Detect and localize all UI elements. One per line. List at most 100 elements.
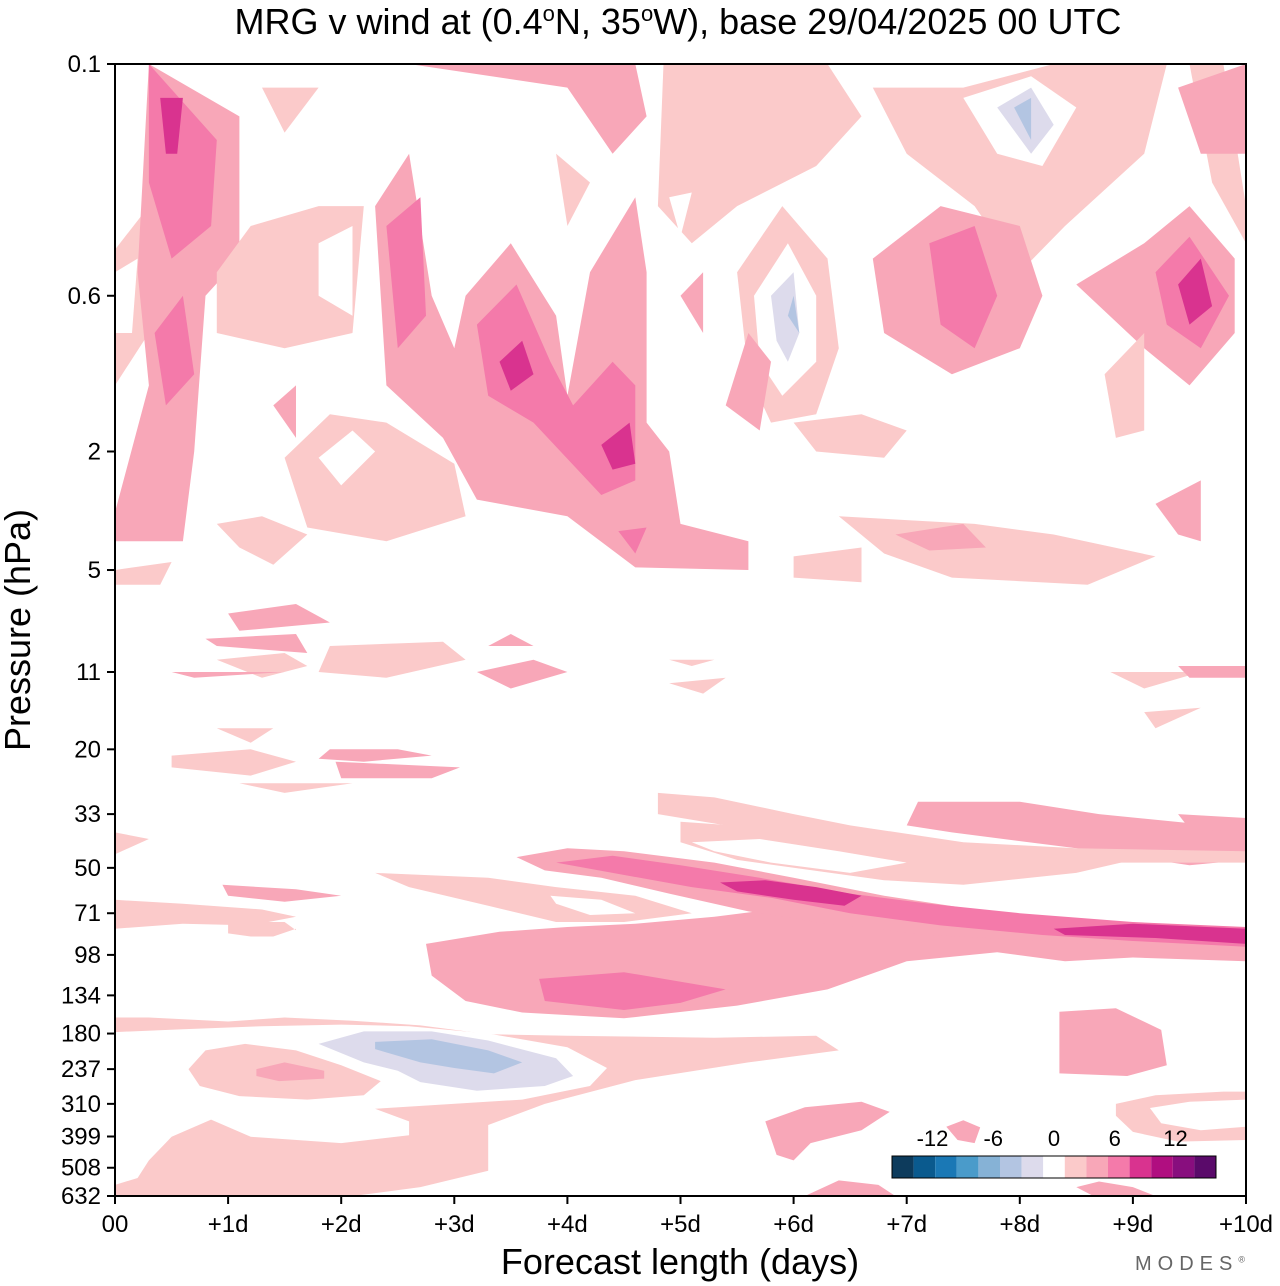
- contour-region-34: [239, 783, 353, 793]
- contour-region-69: [409, 64, 647, 154]
- contour-region-80: [872, 64, 1167, 273]
- contour-region-45: [1144, 707, 1201, 729]
- colorbar-swatch: [1064, 1156, 1087, 1178]
- contour-region-77: [793, 414, 907, 458]
- x-tick-label: +3d: [434, 1211, 475, 1238]
- contour-region-9: [765, 1101, 890, 1161]
- colorbar-swatch: [1021, 1156, 1044, 1178]
- contour-region-43: [1110, 672, 1201, 689]
- x-tick-label: +2d: [321, 1211, 362, 1238]
- contour-region-29: [115, 832, 149, 855]
- contour-region-22: [691, 839, 907, 873]
- contour-region-25: [222, 884, 342, 902]
- contour-region-5: [115, 1069, 161, 1125]
- y-tick-label: 310: [61, 1091, 101, 1118]
- colorbar-swatch: [1151, 1156, 1173, 1178]
- contour-region-72: [669, 192, 692, 237]
- contour-region-63: [375, 153, 749, 570]
- colorbar-swatch: [1194, 1156, 1216, 1178]
- contour-region-42: [669, 677, 726, 694]
- y-tick-label: 134: [61, 982, 101, 1009]
- chart-title: MRG v wind at (0.4oN, 35oW), base 29/04/…: [235, 1, 1122, 42]
- colorbar-swatch: [1108, 1156, 1130, 1178]
- contour-region-92: [1104, 333, 1145, 438]
- contour-region-52: [115, 258, 138, 333]
- contour-region-76: [787, 295, 800, 333]
- x-tick-label: +6d: [773, 1211, 814, 1238]
- contour-region-28: [657, 792, 1246, 863]
- contour-region-56: [154, 295, 195, 406]
- contour-region-30: [1178, 814, 1246, 833]
- contour-region-31: [318, 749, 432, 762]
- contour-fill-layer: [115, 64, 1246, 1196]
- colorbar-frame: [891, 1155, 1217, 1179]
- contour-region-44: [1178, 666, 1246, 678]
- contour-region-75: [771, 272, 800, 362]
- contour-region-71: [657, 64, 862, 244]
- contour-region-58: [318, 226, 353, 316]
- contour-region-48: [115, 562, 172, 585]
- y-tick-label: 508: [61, 1155, 101, 1182]
- contour-region-35: [216, 728, 274, 743]
- modes-logo: MODES®: [1135, 1253, 1245, 1275]
- contour-region-11: [1059, 1008, 1167, 1076]
- contour-region-83: [1014, 97, 1032, 140]
- contour-region-16: [539, 972, 726, 1010]
- contour-region-19: [720, 880, 862, 906]
- contour-region-70: [556, 153, 590, 226]
- contour-region-36: [216, 653, 308, 678]
- y-tick-label: 0.6: [68, 283, 101, 310]
- contour-region-20: [1053, 923, 1246, 944]
- y-tick-label: 50: [74, 855, 101, 882]
- colorbar-swatch: [1000, 1156, 1022, 1178]
- x-axis: 00 +1d +2d +3d +4d +5d +6d +7d +8d +9d +10d: [102, 1196, 1273, 1238]
- contour-region-12: [804, 1180, 896, 1196]
- colorbar-label: -12: [917, 1126, 949, 1151]
- y-tick-label: 20: [74, 736, 101, 763]
- contour-region-93: [1155, 480, 1201, 542]
- contour-region-39: [476, 659, 568, 689]
- contour-region-94: [895, 523, 986, 551]
- contour-region-13: [1076, 1181, 1156, 1196]
- y-tick-label: 11: [76, 659, 101, 686]
- y-tick-label: 98: [74, 942, 101, 969]
- x-tick-label: 00: [102, 1211, 129, 1238]
- y-tick-label: 5: [88, 557, 101, 584]
- contour-region-60: [284, 414, 466, 542]
- contour-region-79: [680, 272, 704, 333]
- contour-region-91: [1178, 64, 1246, 154]
- y-tick-label: 0.1: [68, 51, 101, 78]
- colorbar-swatch: [1129, 1156, 1152, 1178]
- contour-region-78: [725, 333, 771, 431]
- contour-region-32: [335, 761, 460, 779]
- y-tick-label: 33: [74, 801, 101, 828]
- colorbar-label: 6: [1109, 1126, 1121, 1151]
- contour-region-18: [556, 855, 1246, 947]
- x-tick-label: +9d: [1113, 1211, 1154, 1238]
- y-tick-label: 71: [74, 900, 101, 927]
- contour-region-10: [946, 1120, 981, 1144]
- x-axis-label: Forecast length (days): [501, 1241, 859, 1282]
- contour-region-47: [205, 634, 308, 653]
- contour-region-7: [1149, 1099, 1246, 1131]
- colorbar-swatch: [935, 1156, 957, 1178]
- contour-region-33: [171, 749, 296, 776]
- y-tick-label: 2: [88, 438, 101, 465]
- colorbar: -12 -6 0 6 12: [891, 1126, 1217, 1179]
- colorbar-swatch: [1086, 1156, 1108, 1178]
- colorbar-swatch: [1172, 1156, 1195, 1178]
- x-tick-label: +7d: [886, 1211, 927, 1238]
- contour-region-8: [256, 1062, 325, 1082]
- contour-region-64: [386, 197, 426, 349]
- y-tick-label: 180: [61, 1021, 101, 1048]
- x-tick-label: +5d: [660, 1211, 701, 1238]
- contour-region-50: [838, 516, 1156, 585]
- colorbar-swatch: [956, 1156, 979, 1178]
- contour-region-40: [488, 634, 534, 646]
- colorbar-label: 0: [1048, 1126, 1060, 1151]
- x-tick-label: +4d: [547, 1211, 588, 1238]
- contour-region-68: [618, 527, 647, 554]
- colorbar-label: -6: [983, 1126, 1003, 1151]
- contour-region-24: [550, 895, 636, 915]
